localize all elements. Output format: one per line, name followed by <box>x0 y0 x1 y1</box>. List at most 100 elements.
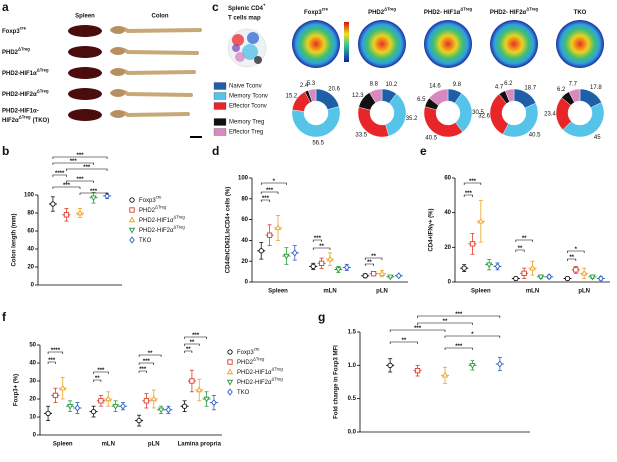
legend-label: Foxp3cre <box>139 195 162 204</box>
y-axis-label: CD44hiCD62LloCD4+ cells (%) <box>226 187 232 274</box>
marker <box>258 248 264 254</box>
legend-label-sup: cre <box>156 195 162 200</box>
donut-segment <box>568 88 581 103</box>
significance-bracket <box>417 315 501 318</box>
legend-swatch <box>213 92 227 100</box>
donut-label: 18.7 <box>524 85 536 91</box>
significance-label: *** <box>90 189 98 195</box>
spleen <box>68 67 102 79</box>
legend-label-sup: ΔTreg <box>271 377 283 382</box>
marker <box>227 388 233 396</box>
significance-label: *** <box>70 159 78 165</box>
donut-label: 2.4 <box>300 83 309 89</box>
y-axis-label: Foxp3+ (%) <box>14 374 20 406</box>
x-tick-label: Lamina propria <box>178 442 222 448</box>
significance-bracket <box>138 354 162 357</box>
significance-label: ** <box>95 376 100 382</box>
marker <box>196 386 203 393</box>
legend-label: TKO <box>237 390 250 396</box>
legend-label-base: PHD2 <box>139 208 156 214</box>
legend-label: Memory Treg <box>229 120 264 126</box>
marker <box>226 368 234 375</box>
significance-bracket <box>463 194 473 197</box>
marker <box>226 379 234 386</box>
marker <box>66 403 74 410</box>
marker <box>274 224 282 231</box>
marker <box>52 392 59 399</box>
significance-bracket <box>52 156 108 159</box>
map-title-sup: cre <box>322 7 329 12</box>
marker <box>513 275 519 282</box>
legend-label: PHD2-HIF2αΔTreg <box>237 377 283 386</box>
map-title-base: PHD2- HIF2α <box>490 10 527 16</box>
marker <box>497 360 503 368</box>
significance-bracket <box>260 199 270 202</box>
panel-letter: a <box>2 0 9 14</box>
tsne-cluster <box>254 56 262 64</box>
significance-bracket <box>93 379 102 382</box>
panel-title-base: Splenic CD4 <box>228 6 264 12</box>
legend-label: PHD2-HIF1αΔTreg <box>139 215 185 224</box>
significance-bracket <box>444 335 501 338</box>
significance-bracket <box>52 186 81 189</box>
significance-bracket <box>184 336 207 339</box>
row-label: PHD2ΔTreg <box>2 47 30 56</box>
row-label: PHD2-HIF2αΔTreg <box>2 89 49 98</box>
cecum <box>111 47 125 55</box>
panel-letter: f <box>2 310 7 324</box>
significance-bracket <box>389 341 418 344</box>
x-tick-label: mLN <box>102 442 115 448</box>
marker <box>546 273 552 281</box>
donut-label: 5.3 <box>307 81 316 87</box>
y-tick-label: 80 <box>241 196 248 202</box>
significance-bracket <box>79 192 108 195</box>
legend-swatch <box>213 128 227 136</box>
significance-label: **** <box>55 171 65 177</box>
legend-label-base: PHD2-HIF1α <box>237 370 272 376</box>
y-tick-label: 1.0 <box>348 363 357 369</box>
significance-label: *** <box>266 188 274 194</box>
donut-label: 23.4 <box>544 112 556 118</box>
significance-label: ** <box>319 244 324 250</box>
map-title: TKO <box>574 10 587 16</box>
row-label: Foxp3cre <box>2 26 27 35</box>
legend-swatch <box>213 82 227 90</box>
marker <box>105 395 112 402</box>
y-tick-label: 20 <box>27 265 34 271</box>
panel-subtitle: T cells map <box>228 16 261 22</box>
marker <box>129 207 135 213</box>
marker <box>181 403 188 409</box>
map-title-sup: ΔTreg <box>384 7 396 12</box>
marker <box>477 217 485 224</box>
significance-bracket <box>515 249 525 252</box>
marker <box>378 270 386 276</box>
significance-bracket <box>364 263 374 266</box>
significance-label: *** <box>314 236 322 242</box>
significance-bracket <box>463 182 482 185</box>
significance-label: ** <box>518 246 523 252</box>
row-label-sup: ΔTreg <box>18 47 30 52</box>
significance-label: ** <box>367 260 372 266</box>
heatmap <box>490 20 538 68</box>
marker <box>387 274 394 281</box>
panel-letter: b <box>2 144 9 158</box>
marker <box>529 264 536 271</box>
x-tick-label: Spleen <box>53 442 73 448</box>
legend-label-base: Foxp3 <box>139 198 156 204</box>
marker <box>414 368 421 374</box>
y-tick-label: 100 <box>238 176 249 182</box>
tsne-map <box>227 28 267 68</box>
significance-bracket <box>567 258 577 261</box>
heatmap <box>358 20 406 68</box>
significance-label: ** <box>443 319 448 325</box>
significance-bracket <box>567 250 585 253</box>
significance-label: ** <box>522 236 527 242</box>
legend-swatch <box>213 102 227 110</box>
significance-label: ** <box>569 255 574 261</box>
donut-segment <box>428 88 449 106</box>
legend-label: PHD2ΔTreg <box>139 205 167 214</box>
marker <box>461 265 467 271</box>
significance-label: **** <box>51 348 61 354</box>
marker <box>266 232 273 238</box>
